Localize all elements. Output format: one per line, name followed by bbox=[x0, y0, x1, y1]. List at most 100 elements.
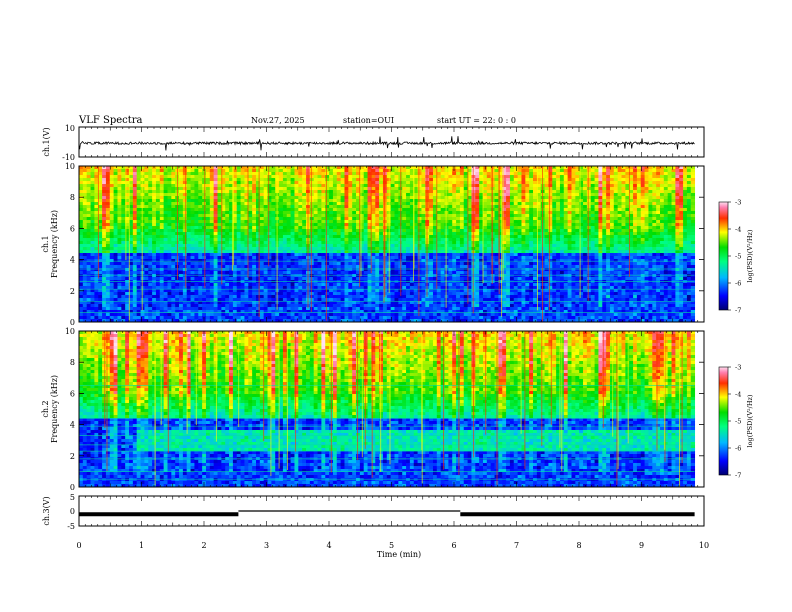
spectrogram-cell bbox=[436, 271, 442, 275]
spectrogram-cell bbox=[417, 229, 422, 233]
spectrogram-cell bbox=[79, 196, 84, 200]
spectrogram-cell bbox=[267, 196, 272, 200]
spectrogram-cell bbox=[90, 229, 95, 233]
spectrogram-cell bbox=[444, 199, 449, 203]
spectrogram-cell bbox=[163, 208, 168, 212]
spectrogram-cell bbox=[205, 313, 211, 317]
spectrogram-cell bbox=[379, 289, 384, 293]
spectrogram-cell bbox=[325, 298, 330, 302]
spectrogram-cell bbox=[217, 169, 222, 173]
spectrogram-cell bbox=[375, 295, 380, 299]
spectrogram-cell bbox=[94, 229, 99, 233]
spectrogram-cell bbox=[252, 304, 257, 308]
spectrogram-cell bbox=[167, 193, 172, 197]
spectrogram-cell bbox=[313, 298, 318, 302]
spectrogram-cell bbox=[94, 286, 99, 290]
spectrogram-cell bbox=[271, 220, 276, 224]
spectrogram-cell bbox=[356, 262, 361, 266]
spectrogram-cell bbox=[98, 301, 103, 305]
spectrogram-cell bbox=[117, 268, 122, 272]
spectrogram-cell bbox=[248, 184, 253, 188]
spectrogram-cell bbox=[406, 199, 411, 203]
spectrogram-cell bbox=[359, 214, 365, 218]
spectrogram-cell bbox=[317, 316, 322, 320]
spectrogram-cell bbox=[263, 259, 268, 263]
spectrogram-cell bbox=[82, 277, 88, 281]
spectrogram-cell bbox=[302, 295, 307, 299]
spectrogram-cell bbox=[390, 256, 395, 260]
spectrogram-cell bbox=[436, 181, 442, 185]
spectrogram-cell bbox=[317, 274, 322, 278]
spectrogram-cell bbox=[402, 286, 407, 290]
spectrogram-cell bbox=[190, 277, 195, 281]
spectrogram-cell bbox=[179, 223, 184, 227]
spectrogram-cell bbox=[240, 202, 245, 206]
spectrogram-cell bbox=[409, 223, 415, 227]
spectrogram-cell bbox=[86, 232, 91, 236]
spectrogram-cell bbox=[375, 286, 380, 290]
spectrogram-cell bbox=[267, 286, 272, 290]
spectrogram-cell bbox=[402, 271, 407, 275]
spectrogram-cell bbox=[332, 289, 338, 293]
spectrogram-cell bbox=[282, 238, 288, 242]
spectrogram-cell bbox=[163, 202, 168, 206]
spectrogram-cell bbox=[79, 310, 84, 314]
spectrogram-cell bbox=[340, 265, 345, 269]
spectrogram-cell bbox=[113, 295, 118, 299]
spectrogram-cell bbox=[309, 193, 315, 197]
spectrogram-cell bbox=[271, 172, 276, 176]
spectrogram-cell bbox=[406, 235, 411, 239]
spectrogram-cell bbox=[240, 277, 245, 281]
spectrogram-cell bbox=[105, 190, 111, 194]
spectrogram-cell bbox=[221, 205, 226, 209]
spectrogram-cell bbox=[190, 220, 195, 224]
spectrogram-cell bbox=[279, 286, 284, 290]
spectrogram-cell bbox=[198, 265, 203, 269]
spectrogram-cell bbox=[390, 184, 395, 188]
spectrogram-cell bbox=[148, 244, 153, 248]
spectrogram-cell bbox=[105, 187, 111, 191]
spectrogram-cell bbox=[317, 172, 322, 176]
spectrogram-cell bbox=[413, 175, 418, 179]
spectrogram-cell bbox=[194, 235, 199, 239]
spectrogram-cell bbox=[194, 265, 199, 269]
spectrogram-cell bbox=[144, 175, 149, 179]
spectrogram-cell bbox=[240, 232, 245, 236]
spectrogram-cell bbox=[348, 259, 353, 263]
spectrogram-cell bbox=[440, 310, 445, 314]
spectrogram-cell bbox=[159, 178, 165, 182]
spectrogram-cell bbox=[148, 238, 153, 242]
spectrogram-cell bbox=[113, 262, 118, 266]
spectrogram-cell bbox=[432, 190, 438, 194]
spectrogram-cell bbox=[259, 235, 265, 239]
spectrogram-cell bbox=[429, 220, 434, 224]
spectrogram-cell bbox=[221, 244, 226, 248]
spectrogram-cell bbox=[402, 307, 407, 311]
spectrogram-cell bbox=[248, 190, 253, 194]
spectrogram-cell bbox=[190, 301, 195, 305]
spectrogram-cell bbox=[440, 238, 445, 242]
spectrogram-cell bbox=[325, 247, 330, 251]
spectrogram-cell bbox=[144, 244, 149, 248]
spectrogram-cell bbox=[286, 193, 292, 197]
spectrogram-cell bbox=[255, 262, 261, 266]
spectrogram-cell bbox=[375, 265, 380, 269]
spectrogram-cell bbox=[155, 292, 161, 296]
spectrogram-cell bbox=[213, 181, 218, 185]
spectrogram-cell bbox=[340, 310, 345, 314]
spectrogram-cell bbox=[102, 196, 107, 200]
spectrogram-cell bbox=[440, 286, 445, 290]
spectrogram-cell bbox=[140, 196, 145, 200]
spectrogram-cell bbox=[352, 259, 357, 263]
spectrogram-cell bbox=[279, 247, 284, 251]
spectrogram-cell bbox=[409, 259, 415, 263]
spectrogram-cell bbox=[359, 193, 365, 197]
spectrogram-cell bbox=[336, 181, 342, 185]
spectrogram-cell bbox=[394, 256, 399, 260]
spectrogram-cell bbox=[182, 295, 188, 299]
spectrogram-cell bbox=[90, 241, 95, 245]
spectrogram-cell bbox=[90, 286, 95, 290]
spectrogram-cell bbox=[240, 319, 245, 323]
spectrogram-cell bbox=[217, 304, 222, 308]
spectrogram-cell bbox=[421, 256, 426, 260]
